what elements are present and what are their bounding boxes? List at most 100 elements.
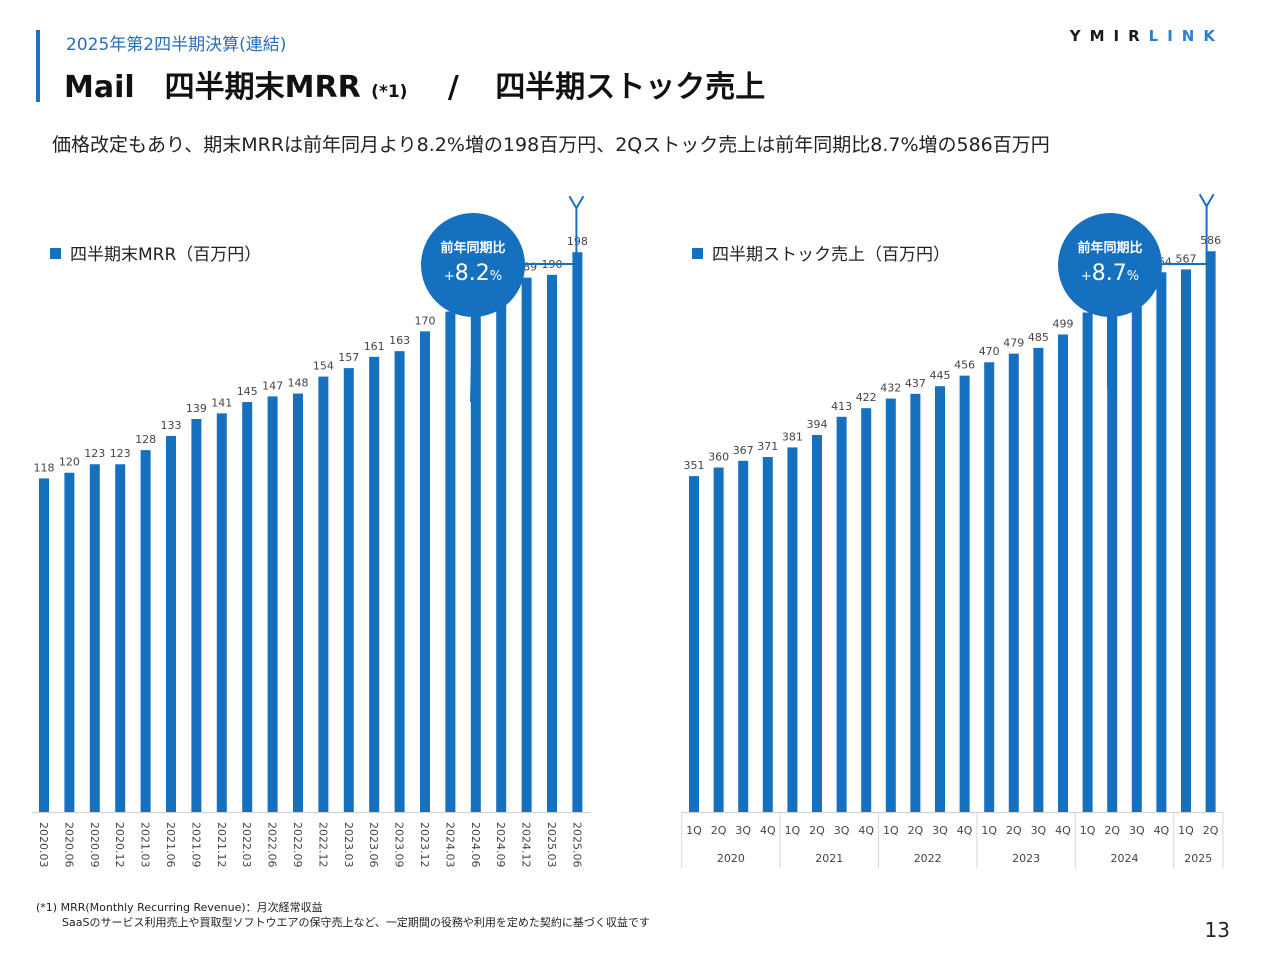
- arrow-head: [568, 195, 585, 211]
- data-label: 422: [856, 391, 877, 404]
- legend-stock-sales: 四半期ストック売上（百万円）: [692, 240, 950, 265]
- data-label: 163: [389, 334, 410, 347]
- bar: [1082, 312, 1093, 812]
- bar: [1058, 334, 1068, 812]
- bar: [885, 398, 896, 812]
- legend-label: 四半期末MRR（百万円）: [70, 245, 262, 265]
- data-label: 394: [807, 418, 828, 431]
- data-label: 470: [979, 345, 1000, 358]
- bar: [216, 413, 227, 812]
- arrow-head: [1198, 193, 1215, 209]
- lead-text: 価格改定もあり、期末MRRは前年同月より8.2%増の198百万円、2Qストック売…: [52, 134, 1050, 156]
- bar: [984, 362, 995, 812]
- data-label: 154: [313, 360, 334, 373]
- data-label: 170: [415, 314, 436, 327]
- tick-label: 2021.12: [215, 822, 228, 868]
- bar: [140, 450, 151, 812]
- data-label: 445: [930, 369, 951, 382]
- data-label: 128: [135, 433, 156, 446]
- tick-label: 2022.03: [240, 822, 253, 868]
- bar: [762, 456, 773, 812]
- bar: [1008, 353, 1019, 812]
- data-label: 479: [1003, 337, 1024, 350]
- tick-label: 4Q: [1055, 824, 1071, 837]
- bar: [64, 472, 75, 812]
- data-label: 499: [1053, 317, 1074, 330]
- legend-mrr: 四半期末MRR（百万円）: [50, 240, 261, 265]
- bar: [166, 435, 176, 812]
- data-label: 432: [880, 382, 901, 395]
- data-label: 413: [831, 400, 852, 413]
- tick-label: 1Q: [686, 824, 702, 837]
- bar: [959, 375, 970, 812]
- bar: [738, 460, 749, 812]
- data-label: 145: [237, 385, 258, 398]
- bar: [787, 447, 798, 812]
- tick-label: 2023.03: [342, 822, 355, 868]
- tick-label: 2025.03: [545, 822, 558, 868]
- legend-swatch: [50, 247, 61, 259]
- data-label: 367: [733, 444, 754, 457]
- data-label: 148: [288, 377, 309, 390]
- bar: [496, 288, 507, 812]
- data-label: 123: [84, 447, 105, 460]
- legend-label: 四半期ストック売上（百万円）: [712, 245, 950, 265]
- data-label: 133: [161, 419, 182, 432]
- tick-label: 2021.03: [139, 822, 152, 868]
- tick-label: 2024.09: [494, 822, 507, 868]
- title-separator: /: [447, 70, 459, 105]
- year-label: 2021: [815, 852, 843, 865]
- footnote-line-2: SaaSのサービス利用売上や買取型ソフトウエアの保守売上など、一定期間の役務や利…: [62, 916, 650, 929]
- bar: [1156, 272, 1167, 812]
- tick-label: 3Q: [1031, 824, 1047, 837]
- footnote-line-1: (*1) MRR(Monthly Recurring Revenue)：月次経常…: [36, 901, 323, 914]
- tick-label: 1Q: [1080, 824, 1096, 837]
- year-label: 2024: [1111, 852, 1139, 865]
- tick-label: 1Q: [785, 824, 801, 837]
- tick-label: 2023.09: [393, 822, 406, 868]
- tick-label: 1Q: [1178, 824, 1194, 837]
- title-main: Mail 四半期末MRR: [64, 70, 361, 105]
- year-label: 2022: [914, 852, 942, 865]
- tick-label: 2024.12: [520, 822, 533, 868]
- tick-label: 2024.06: [469, 822, 482, 868]
- tick-label: 2020.09: [88, 822, 101, 868]
- data-label: 120: [59, 456, 80, 469]
- tick-label: 2Q: [1104, 824, 1120, 837]
- tick-label: 2Q: [1006, 824, 1022, 837]
- footnote: (*1) MRR(Monthly Recurring Revenue)：月次経常…: [36, 900, 650, 930]
- bar: [242, 402, 253, 812]
- badge-label: 前年同期比: [1077, 240, 1142, 256]
- bar: [445, 311, 456, 812]
- connector-line: [470, 316, 474, 403]
- year-label: 2020: [717, 852, 745, 865]
- data-label: 123: [110, 447, 131, 460]
- bar: [267, 396, 278, 812]
- bar: [547, 274, 557, 812]
- tick-label: 4Q: [858, 824, 874, 837]
- title-footnote-mark: (*1): [371, 82, 408, 102]
- page-subtitle: 2025年第2四半期決算(連結): [66, 35, 287, 55]
- tick-label: 1Q: [883, 824, 899, 837]
- data-label: 371: [757, 440, 778, 453]
- bar: [689, 476, 699, 812]
- bar: [713, 467, 724, 812]
- title-second: 四半期ストック売上: [495, 70, 766, 105]
- tick-label: 4Q: [957, 824, 973, 837]
- bar: [1107, 296, 1118, 812]
- bar: [369, 356, 380, 812]
- bar: [861, 408, 872, 812]
- tick-label: 4Q: [760, 824, 776, 837]
- bar: [1181, 269, 1191, 812]
- bar: [191, 419, 202, 812]
- arrow-line: [1162, 205, 1208, 265]
- bar: [420, 331, 430, 812]
- tick-label: 3Q: [834, 824, 850, 837]
- tick-label: 2022.09: [291, 822, 304, 868]
- bar: [394, 351, 405, 812]
- tick-label: 2023.06: [367, 822, 380, 868]
- tick-label: 2021.06: [164, 822, 177, 868]
- bar: [89, 464, 100, 812]
- page-title: Mail 四半期末MRR (*1) / 四半期ストック売上: [64, 62, 765, 106]
- data-label: 147: [262, 379, 283, 392]
